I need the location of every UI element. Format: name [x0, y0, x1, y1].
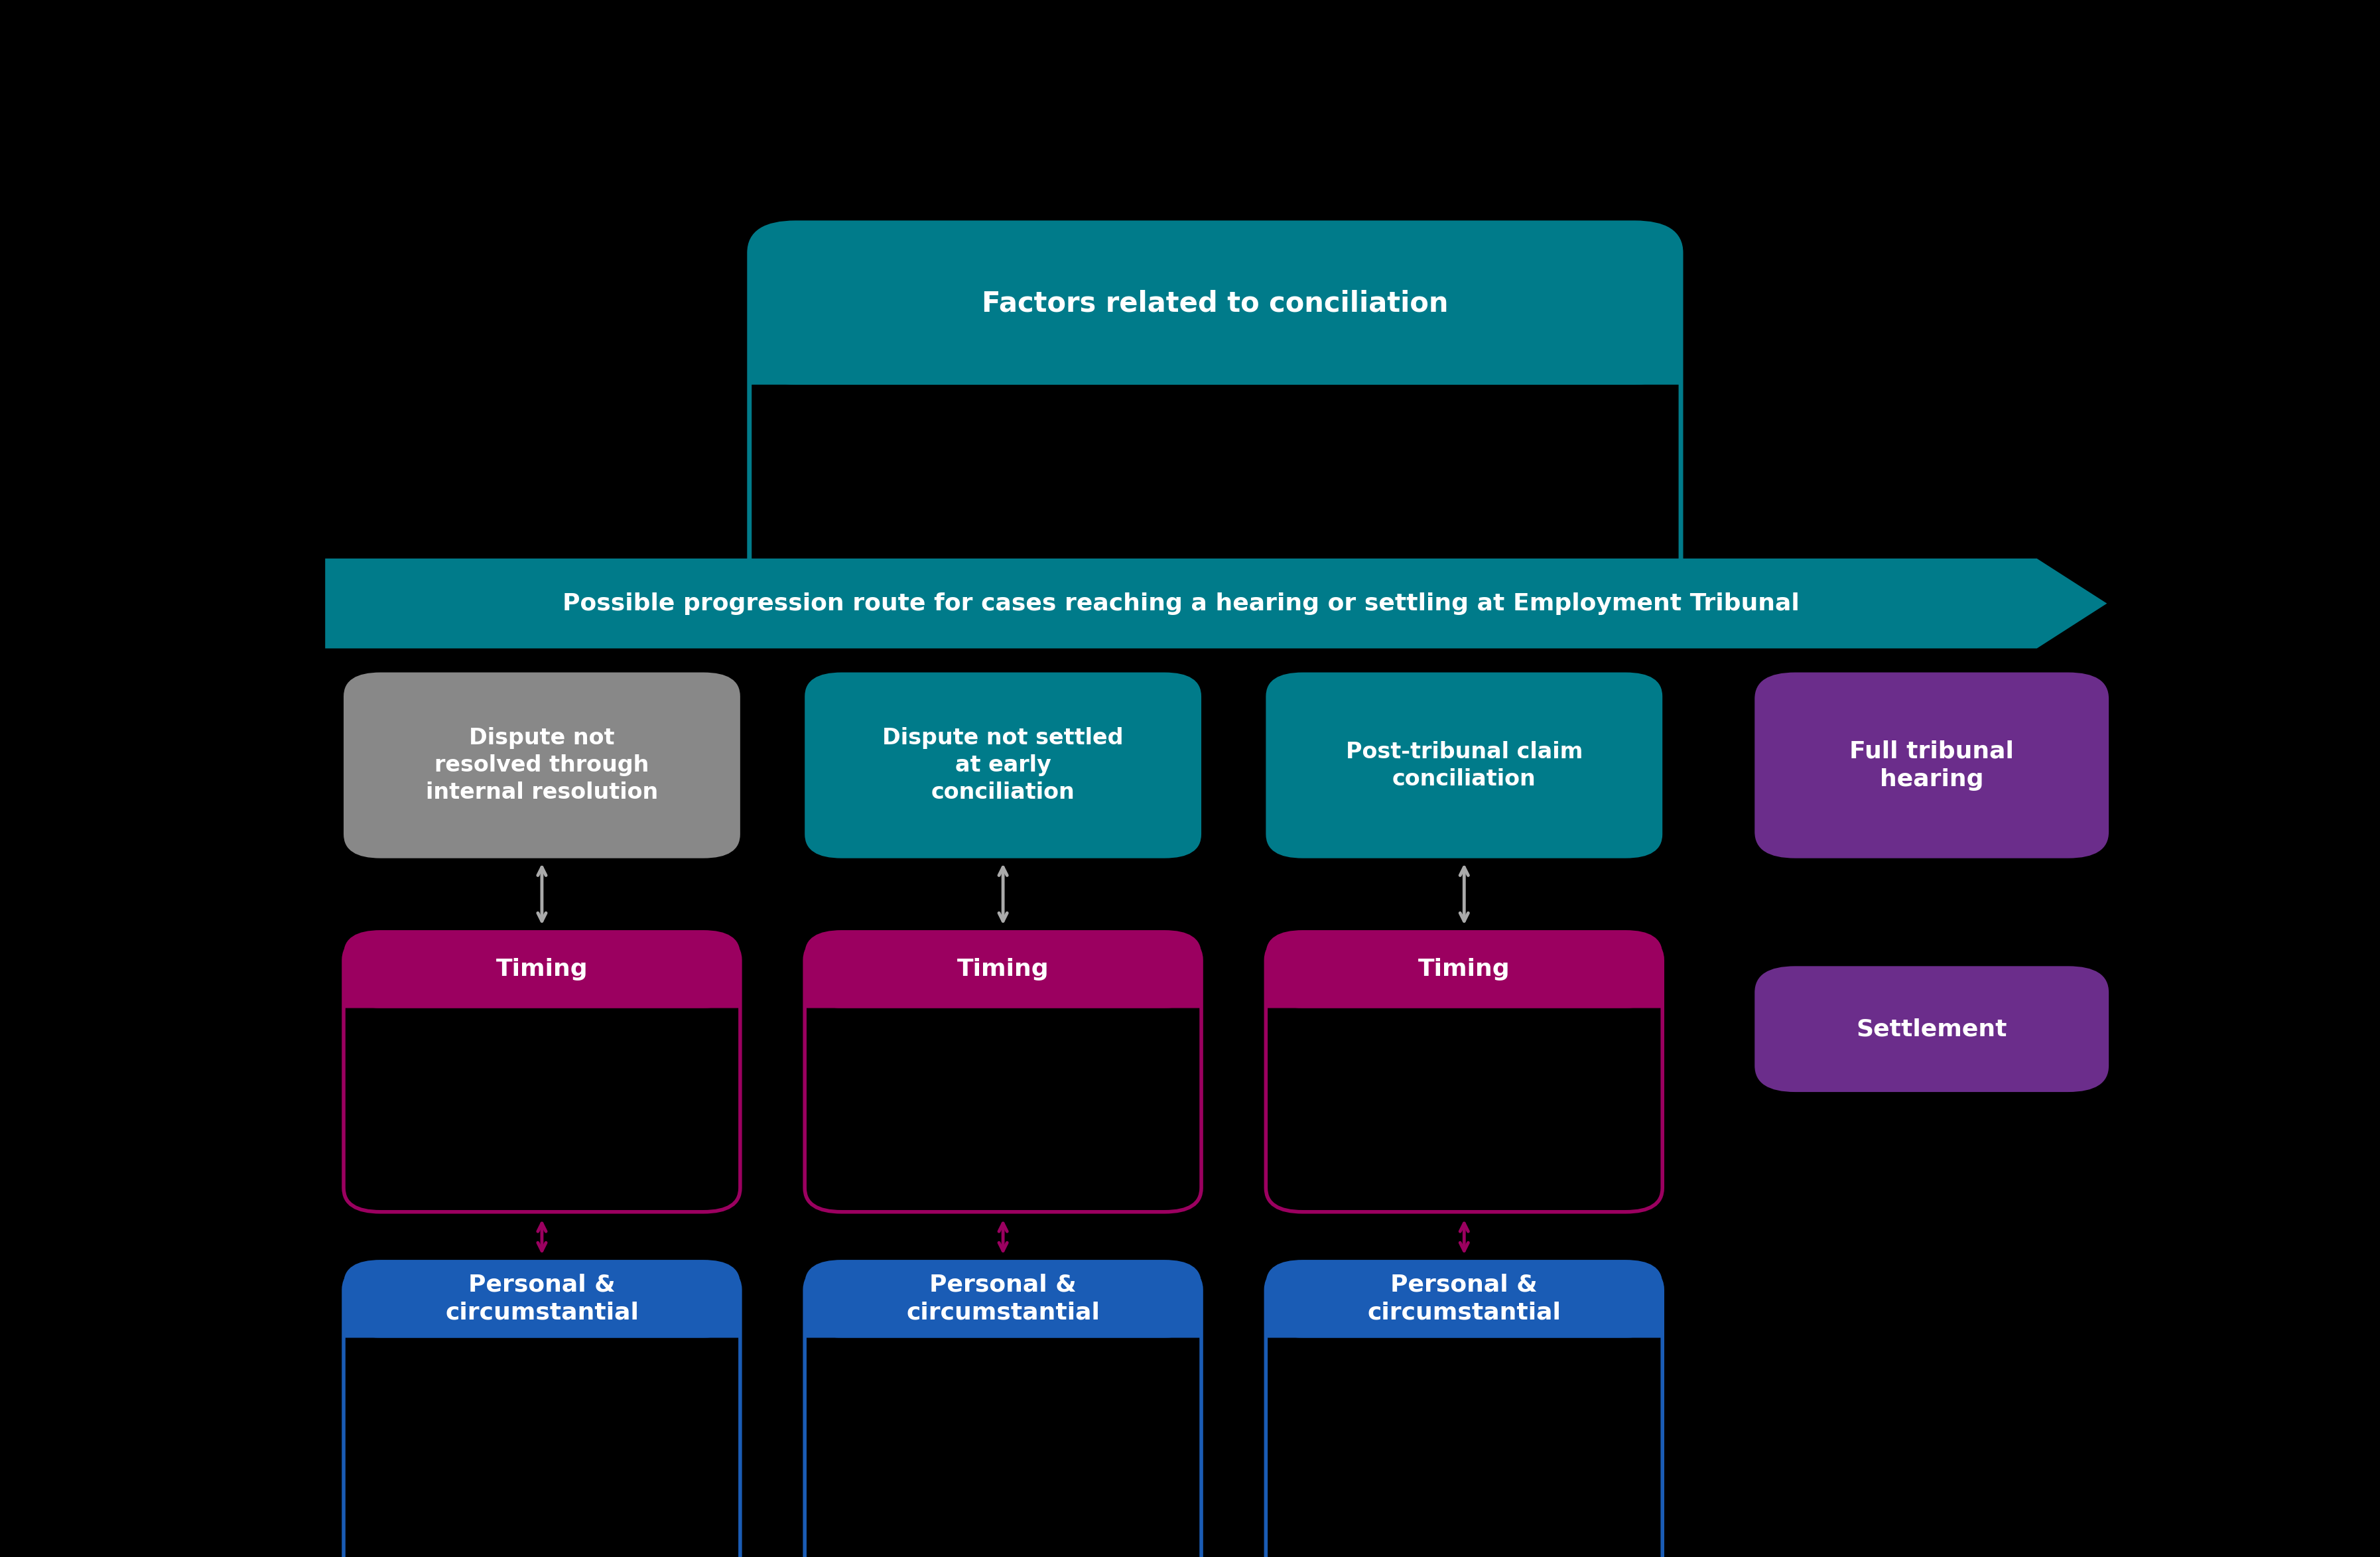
FancyBboxPatch shape	[804, 1266, 1202, 1557]
FancyBboxPatch shape	[1266, 1266, 1661, 1557]
FancyBboxPatch shape	[343, 1260, 740, 1337]
FancyBboxPatch shape	[1754, 673, 2109, 858]
FancyBboxPatch shape	[1266, 673, 1661, 858]
FancyBboxPatch shape	[343, 1266, 740, 1557]
Text: Personal &
circumstantial: Personal & circumstantial	[445, 1274, 638, 1323]
Text: Possible progression route for cases reaching a hearing or settling at Employmen: Possible progression route for cases rea…	[562, 592, 1799, 615]
FancyBboxPatch shape	[343, 936, 740, 1211]
FancyBboxPatch shape	[750, 223, 1680, 385]
FancyBboxPatch shape	[750, 223, 1680, 601]
FancyBboxPatch shape	[343, 1299, 740, 1337]
FancyBboxPatch shape	[804, 936, 1202, 1211]
FancyBboxPatch shape	[804, 1299, 1202, 1337]
FancyBboxPatch shape	[1266, 968, 1661, 1007]
FancyBboxPatch shape	[1754, 965, 2109, 1091]
FancyBboxPatch shape	[1266, 1299, 1661, 1337]
FancyBboxPatch shape	[750, 304, 1680, 385]
Text: Dispute not
resolved through
internal resolution: Dispute not resolved through internal re…	[426, 727, 657, 803]
Text: Timing: Timing	[1418, 958, 1511, 981]
FancyBboxPatch shape	[1266, 1260, 1661, 1337]
Text: Full tribunal
hearing: Full tribunal hearing	[1849, 740, 2013, 791]
FancyBboxPatch shape	[1266, 930, 1661, 1007]
FancyBboxPatch shape	[343, 673, 740, 858]
Polygon shape	[326, 559, 2106, 648]
FancyBboxPatch shape	[1266, 936, 1661, 1211]
FancyBboxPatch shape	[343, 930, 740, 1007]
FancyBboxPatch shape	[804, 968, 1202, 1007]
Text: Factors related to conciliation: Factors related to conciliation	[983, 290, 1449, 318]
Text: Timing: Timing	[957, 958, 1050, 981]
Text: Post-tribunal claim
conciliation: Post-tribunal claim conciliation	[1345, 741, 1583, 789]
Text: Settlement: Settlement	[1856, 1018, 2006, 1040]
Text: Dispute not settled
at early
conciliation: Dispute not settled at early conciliatio…	[883, 727, 1123, 803]
Text: Personal &
circumstantial: Personal & circumstantial	[907, 1274, 1100, 1323]
FancyBboxPatch shape	[804, 1260, 1202, 1337]
FancyBboxPatch shape	[804, 673, 1202, 858]
Text: Timing: Timing	[495, 958, 588, 981]
FancyBboxPatch shape	[343, 968, 740, 1007]
Text: Personal &
circumstantial: Personal & circumstantial	[1368, 1274, 1561, 1323]
FancyBboxPatch shape	[804, 930, 1202, 1007]
